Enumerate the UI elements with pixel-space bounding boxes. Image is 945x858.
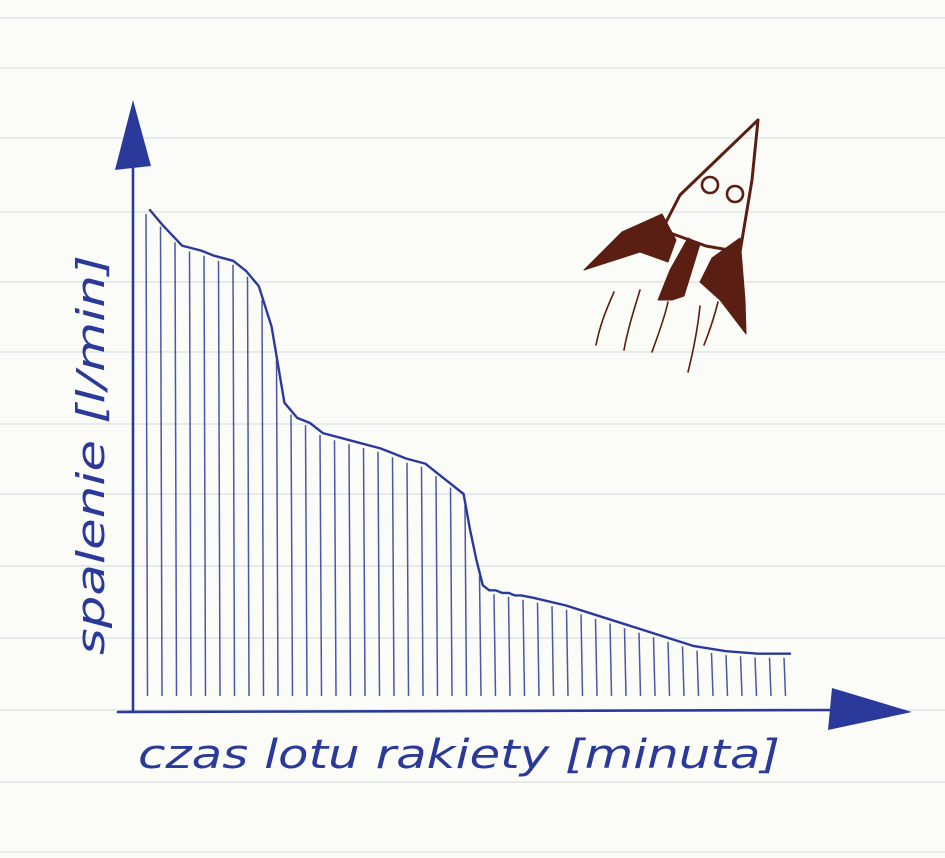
y-axis-arrow <box>115 100 151 170</box>
hatch-line <box>681 646 685 697</box>
hatch-line <box>348 444 352 697</box>
hatch-line <box>420 466 424 697</box>
hatch-line <box>507 596 511 697</box>
exhaust-trail <box>687 305 701 373</box>
y-axis-label: spalenie [l/min] <box>69 255 113 655</box>
rocket-nozzle <box>657 237 701 301</box>
x-axis <box>116 708 842 714</box>
hatch-line <box>580 614 584 697</box>
hatch-line <box>319 434 323 697</box>
hatch-line <box>739 656 743 697</box>
hatch-line <box>565 609 569 697</box>
hatch-line <box>667 641 671 697</box>
ruled-lines <box>0 17 945 853</box>
hatch-line <box>377 451 381 697</box>
exhaust-trail <box>623 289 641 351</box>
hatch-line <box>449 487 453 697</box>
hatch-line <box>478 576 482 697</box>
rocket-icon <box>583 118 760 373</box>
rocket-body <box>660 118 760 254</box>
hatch-line <box>333 440 337 697</box>
hatch-line <box>232 264 236 697</box>
rocket-fin-left <box>583 213 677 271</box>
rocket-fin-right <box>699 237 747 335</box>
burn-curve <box>148 208 792 655</box>
rocket-window <box>725 184 745 204</box>
hatch-line <box>623 628 627 697</box>
hatch-line <box>159 226 163 697</box>
hatch-line <box>174 242 178 697</box>
x-axis-label: czas lotu rakiety [minuta] <box>138 732 780 778</box>
hatch-line <box>145 214 149 697</box>
hatch-line <box>406 462 410 697</box>
hatch-line <box>638 632 642 697</box>
hatch-line <box>275 359 279 697</box>
hatch-line <box>725 655 729 697</box>
hatch-line <box>304 425 308 697</box>
hatch-line <box>522 599 526 697</box>
exhaust-trail <box>703 301 719 346</box>
hatch-line <box>188 251 192 697</box>
hatch-line <box>710 652 714 697</box>
exhaust-trail <box>595 291 615 346</box>
hatch-line <box>696 650 700 697</box>
hatch-line <box>246 276 250 697</box>
area-hatching <box>145 214 787 697</box>
hatch-line <box>551 606 555 697</box>
hatch-line <box>261 300 265 697</box>
rocket-window <box>700 175 720 195</box>
hatch-line <box>435 476 439 697</box>
hatch-line <box>652 637 656 697</box>
hatch-line <box>536 602 540 697</box>
hatch-line <box>493 594 497 697</box>
hatch-line <box>768 657 772 697</box>
x-axis-arrow <box>828 688 912 730</box>
burn-rate-chart: czas lotu rakiety [minuta] spalenie [l/m… <box>69 100 912 778</box>
hatch-line <box>203 255 207 697</box>
hatch-line <box>391 457 395 697</box>
hatch-line <box>594 618 598 697</box>
hatch-line <box>783 657 787 697</box>
hatch-line <box>362 447 366 697</box>
exhaust-trail <box>651 301 669 353</box>
hatch-line <box>290 414 294 697</box>
hatch-line <box>217 260 221 697</box>
hatch-line <box>754 657 758 697</box>
hatch-line <box>609 623 613 697</box>
hatch-line <box>464 505 468 697</box>
